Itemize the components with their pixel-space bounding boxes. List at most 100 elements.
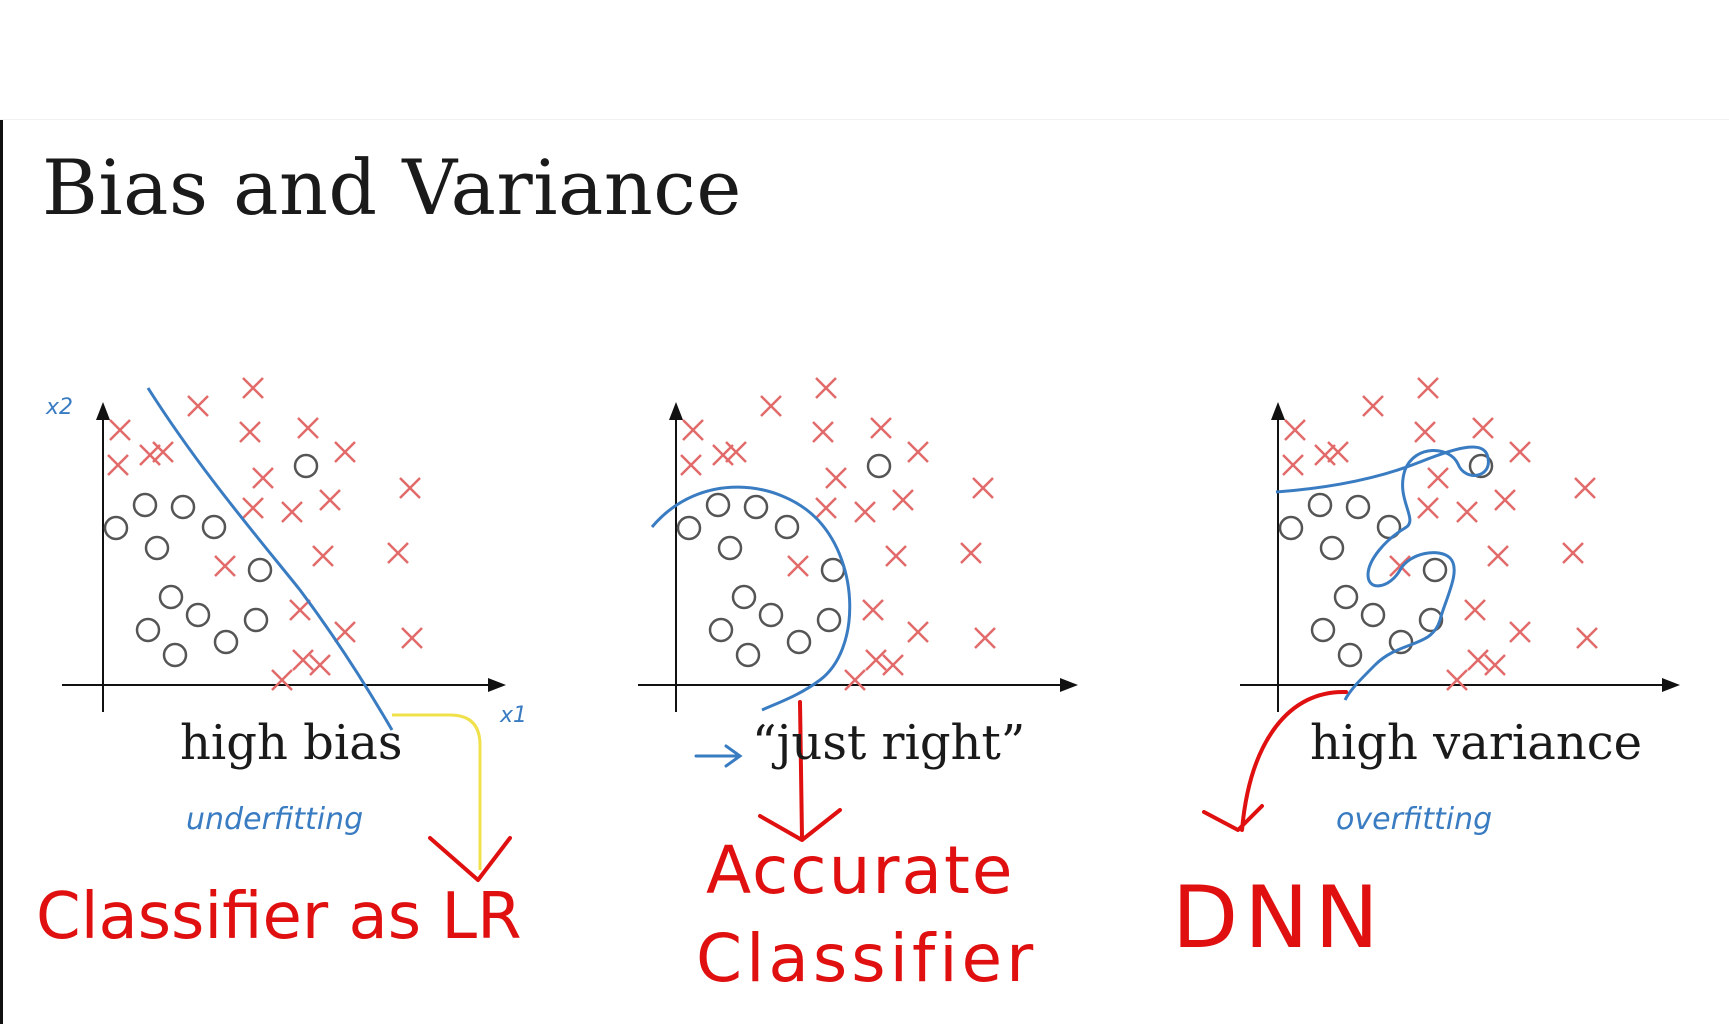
panel3-circle-marker	[1345, 494, 1371, 520]
panel1-cross-marker	[271, 669, 293, 691]
top-blank-bar	[0, 0, 1729, 120]
panel3-cross-marker	[1446, 669, 1468, 691]
panel2-cross-marker	[870, 417, 892, 439]
panel2-cross-marker	[865, 649, 887, 671]
axis-label-x2: x2	[45, 395, 73, 420]
panel2-circle-marker	[786, 629, 812, 655]
panel2-cross-marker	[725, 441, 747, 463]
panel3-circle-marker	[1468, 453, 1494, 479]
panel3-circle-marker	[1307, 492, 1333, 518]
panel1-note-underfitting: underfitting	[186, 802, 364, 837]
panel2-cross-marker	[812, 421, 834, 443]
panel2-curved-boundary	[650, 485, 852, 712]
blue-pointer-arrow	[694, 744, 743, 768]
panel2-cross-marker	[680, 454, 702, 476]
panel3-cross-marker	[1576, 627, 1598, 649]
panel1-cross-marker	[319, 489, 341, 511]
panel3-circle-marker	[1319, 535, 1345, 561]
panel3-circle-marker	[1422, 557, 1448, 583]
panel2-cross-marker	[825, 467, 847, 489]
panel1-cross-marker	[139, 444, 161, 466]
panel1-cross-marker	[109, 419, 131, 441]
panel2-circle-marker	[708, 617, 734, 643]
panel3-cross-marker	[1472, 417, 1494, 439]
panel1-cross-marker	[387, 542, 409, 564]
panel3-overfit-boundary	[1275, 445, 1490, 701]
panel3-cross-marker	[1509, 621, 1531, 643]
panel2-circle-marker	[705, 492, 731, 518]
panel3-cross-marker	[1414, 421, 1436, 443]
slide-title: Bias and Variance	[42, 143, 742, 232]
top-divider	[0, 119, 1729, 120]
panel2-cross-marker	[907, 621, 929, 643]
panel3-cross-marker	[1417, 377, 1439, 399]
panel2-cross-marker	[960, 542, 982, 564]
panel1-cross-marker	[334, 441, 356, 463]
panel1-circle-marker	[162, 642, 188, 668]
yellow-connector	[392, 713, 482, 870]
panel2-circle-marker	[816, 607, 842, 633]
panel1-cross-marker	[214, 555, 236, 577]
panel2-circle-marker	[758, 602, 784, 628]
panel3-cross-marker	[1427, 467, 1449, 489]
panel1-cross-marker	[399, 477, 421, 499]
panel1-cross-marker	[401, 627, 423, 649]
panel2-cross-marker	[712, 444, 734, 466]
panel1-circle-marker	[201, 514, 227, 540]
panel2-circle-marker	[731, 584, 757, 610]
panel2-circle-marker	[676, 515, 702, 541]
panel1-axes	[62, 402, 506, 712]
panel3-circle-marker	[1333, 584, 1359, 610]
panel1-cross-marker	[312, 545, 334, 567]
panel1-linear-boundary	[146, 387, 394, 731]
panel2-cross-marker	[862, 599, 884, 621]
panel2-cross-marker	[972, 477, 994, 499]
panel3-cross-marker	[1362, 395, 1384, 417]
panel1-data-points	[103, 377, 423, 691]
annotation-classifier: Classifier	[696, 920, 1038, 997]
panel3-circle-marker	[1360, 602, 1386, 628]
panel2-cross-marker	[815, 497, 837, 519]
panel1-cross-marker	[242, 497, 264, 519]
panel3-circle-marker	[1388, 629, 1414, 655]
panel1-circle-marker	[103, 515, 129, 541]
panel3-cross-marker	[1467, 649, 1489, 671]
red-arrow-lr	[428, 836, 512, 882]
panel2-data-points	[676, 377, 996, 691]
panel2-cross-marker	[682, 419, 704, 441]
panel3-cross-marker	[1494, 489, 1516, 511]
panel3-cross-marker	[1464, 599, 1486, 621]
panel3-cross-marker	[1509, 441, 1531, 463]
annotation-dnn: DNN	[1172, 868, 1385, 968]
panel2-circle-marker	[743, 494, 769, 520]
panel1-circle-marker	[170, 494, 196, 520]
panel1-circle-marker	[293, 453, 319, 479]
panel3-note-overfitting: overfitting	[1336, 802, 1493, 837]
panel2-cross-marker	[844, 669, 866, 691]
panel3-circle-marker	[1310, 617, 1336, 643]
left-border	[0, 120, 3, 1024]
panel3-cross-marker	[1282, 454, 1304, 476]
panel2-cross-marker	[882, 654, 904, 676]
panel3-cross-marker	[1562, 542, 1584, 564]
panel1-cross-marker	[309, 654, 331, 676]
panel3-cross-marker	[1314, 444, 1336, 466]
panel1-circle-marker	[243, 607, 269, 633]
panel1-cross-marker	[292, 649, 314, 671]
panel3-cross-marker	[1487, 545, 1509, 567]
panel3-cross-marker	[1389, 555, 1411, 577]
panel2-circle-marker	[735, 642, 761, 668]
panel1-cross-marker	[107, 454, 129, 476]
panel2-circle-marker	[866, 453, 892, 479]
red-arrow-dnn	[1202, 689, 1348, 832]
panel1-cross-marker	[187, 395, 209, 417]
panel2-cross-marker	[974, 627, 996, 649]
panel1-circle-marker	[132, 492, 158, 518]
panel1-cross-marker	[334, 621, 356, 643]
panel2-circle-marker	[774, 514, 800, 540]
panel3-circle-marker	[1418, 607, 1444, 633]
panel2-cross-marker	[885, 545, 907, 567]
panel3-circle-marker	[1278, 515, 1304, 541]
panel2-caption: “just right”	[752, 715, 1026, 771]
